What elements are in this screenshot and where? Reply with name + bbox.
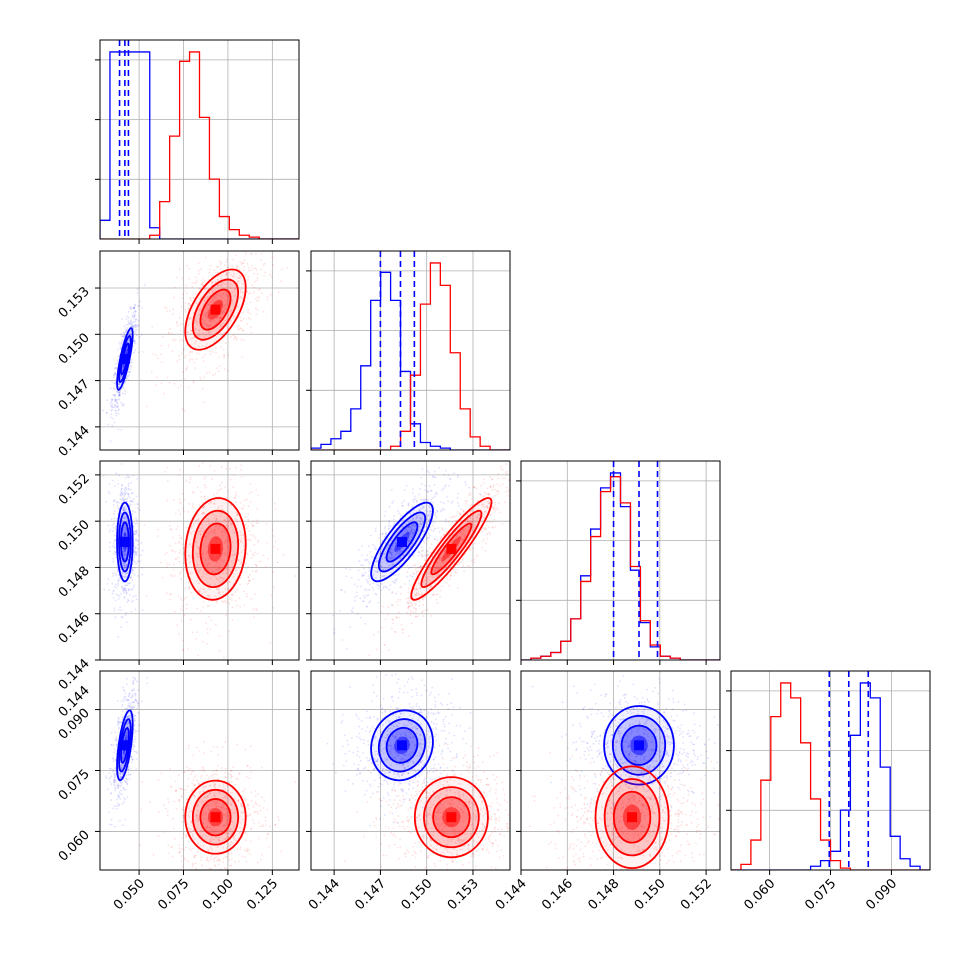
density-peak-1 [210,812,221,823]
density-peak-0 [119,353,130,364]
y-tick-label: 0.075 [56,767,93,804]
x-tick-label: 0.075 [802,876,839,913]
y-tick-label: 0.150 [56,517,93,554]
x-tick-label: 0.100 [200,876,237,913]
y-tick-label: 0.150 [56,331,93,368]
density-peak-1 [627,812,638,823]
x-tick-label: 0.148 [585,876,622,913]
x-tick-label: 0.150 [399,876,436,913]
density-peak-0 [397,536,408,547]
x-tick-label: 0.090 [863,876,900,913]
panel-3-3 [726,670,931,875]
density-peak-0 [634,740,645,751]
panel-2-1 [306,460,511,665]
scatter-series-0 [332,466,482,650]
density-peak-1 [446,543,457,554]
y-tick-label: 0.060 [56,828,93,865]
density-peak-0 [119,740,130,751]
panel-frame [310,460,511,661]
panel-0-0 [95,39,300,244]
x-tick-label: 0.144 [306,876,343,913]
histogram-series-0 [311,271,510,450]
density-peak-0 [397,740,408,751]
x-tick-label: 0.147 [352,876,389,913]
x-tick-label: 0.050 [111,876,148,913]
y-tick-label: 0.152 [56,471,93,508]
x-tick-label: 0.150 [632,876,669,913]
scatter-series-1 [123,251,289,412]
x-tick-label: 0.146 [539,876,576,913]
x-tick-label: 0.125 [244,876,281,913]
panel-frame [310,250,511,451]
panel-1-0 [95,250,300,455]
x-tick-label: 0.153 [445,876,482,913]
panel-3-0 [95,670,300,875]
x-tick-label: 0.144 [493,876,530,913]
density-peak-1 [210,304,221,315]
histogram-series-1 [311,262,510,450]
histogram-series-1 [100,51,299,239]
histogram-series-0 [731,682,930,870]
panel-frame [520,460,721,661]
panel-1-1 [306,250,511,455]
panel-frame [99,250,300,451]
x-tick-label: 0.060 [741,876,778,913]
panel-3-1 [306,670,511,875]
panel-frame [99,39,300,240]
density-peak-1 [210,543,221,554]
y-tick-label: 0.148 [56,564,93,601]
histogram-series-1 [521,476,720,660]
y-tick-label: 0.144 [56,656,93,693]
y-tick-label: 0.146 [56,610,93,647]
y-tick-label: 0.144 [56,423,93,460]
panel-frame [99,460,300,661]
density-peak-0 [119,536,130,547]
density-peak-1 [446,812,457,823]
histogram-series-1 [731,682,930,870]
panel-2-2 [516,460,721,665]
x-tick-label: 0.152 [678,876,715,913]
y-tick-label: 0.147 [56,377,93,414]
y-tick-label: 0.153 [56,284,93,321]
panel-3-2 [516,670,721,875]
x-tick-label: 0.075 [155,876,192,913]
panel-2-0 [95,460,300,665]
